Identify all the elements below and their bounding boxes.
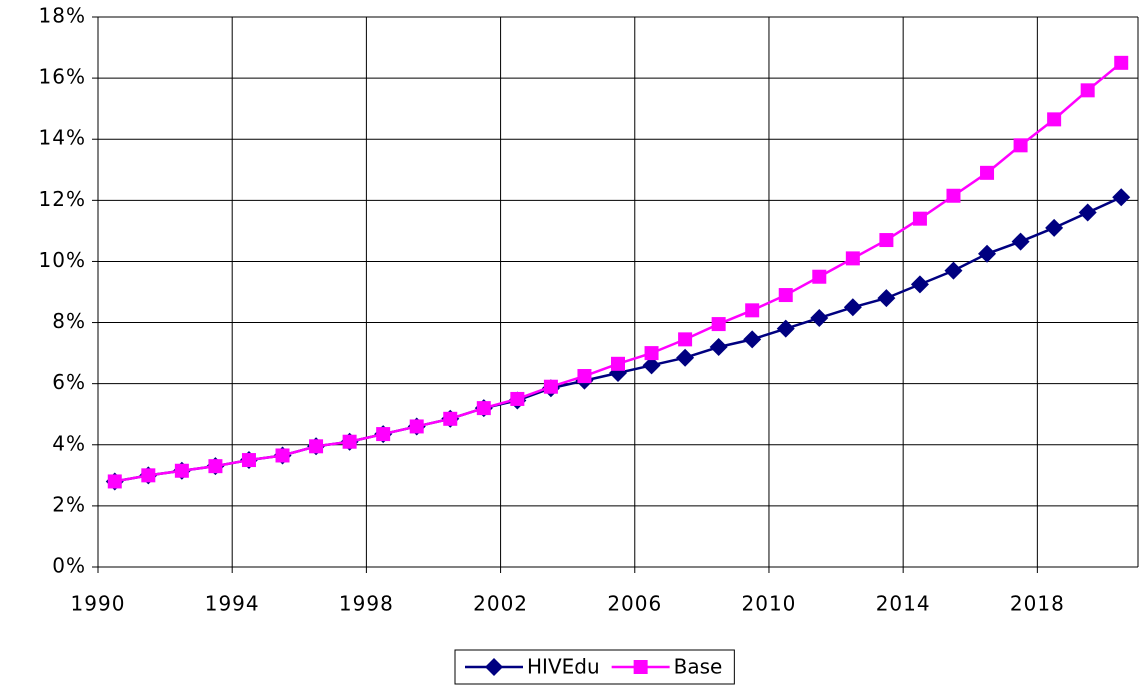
marker [342,434,357,449]
x-tick-label: 2014 [876,592,931,616]
y-tick-label: 4% [52,431,86,455]
marker [743,330,762,349]
marker [678,332,693,347]
marker [107,474,122,489]
marker [912,211,927,226]
y-tick-label: 6% [52,370,86,394]
marker [174,463,189,478]
marker [485,658,503,676]
marker [611,356,625,371]
x-tick-label: 2018 [1010,592,1065,616]
marker [845,251,860,266]
y-tick-label: 14% [39,126,86,150]
marker [980,165,995,180]
marker [543,379,558,394]
marker [1047,112,1062,127]
legend-label: HIVEdu [527,655,600,679]
marker [642,356,661,375]
marker [510,391,525,406]
marker [1114,55,1129,70]
x-tick-label: 1990 [71,592,126,616]
marker [376,427,391,442]
marker [241,453,256,468]
marker [944,261,963,280]
series-line [114,196,1122,483]
x-tick-label: 2002 [473,592,528,616]
marker [1011,232,1030,251]
y-tick-label: 2% [52,492,86,516]
series-line [114,61,1123,483]
marker [644,346,659,361]
marker [1112,188,1131,207]
marker [910,275,929,294]
marker [1045,218,1064,237]
x-tick-label: 2010 [742,592,797,616]
marker [208,459,223,474]
marker [275,448,290,463]
marker [879,233,894,248]
marker [709,338,728,356]
y-tick-label: 16% [39,65,86,89]
legend: HIVEdu Base [454,649,735,685]
marker [812,269,827,284]
marker [810,308,829,327]
marker [577,369,592,384]
marker [476,401,491,416]
marker [778,288,793,303]
marker [946,188,961,203]
y-tick-label: 0% [52,554,86,578]
marker [776,319,795,338]
marker [1080,83,1095,98]
y-tick-label: 12% [39,187,86,211]
marker [633,660,648,674]
marker [711,317,726,332]
marker [978,244,997,263]
y-tick-label: 18% [39,4,86,28]
x-tick-label: 1994 [205,592,260,616]
marker [843,298,862,317]
marker [745,303,760,318]
marker [141,468,156,483]
x-tick-label: 2006 [607,592,662,616]
y-tick-label: 10% [39,248,86,272]
marker [443,411,458,426]
marker [409,419,424,434]
marker [1078,203,1097,222]
y-tick-label: 8% [52,309,86,333]
marker [309,439,324,454]
x-tick-label: 1998 [339,592,394,616]
marker [676,348,695,367]
legend-label: Base [674,655,723,679]
marker [877,289,896,308]
marker [1013,138,1028,153]
